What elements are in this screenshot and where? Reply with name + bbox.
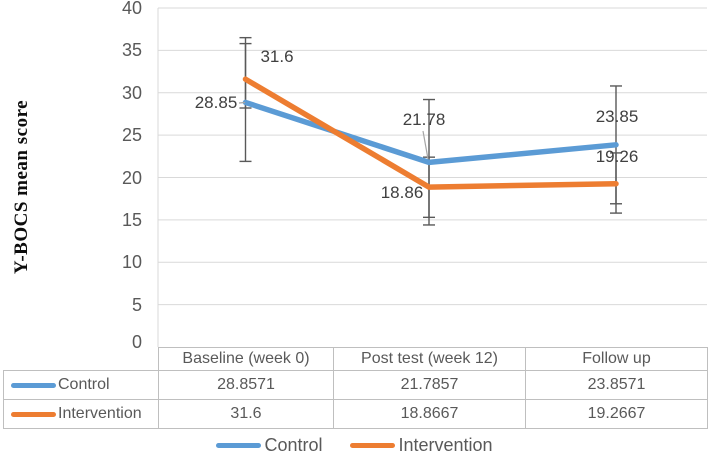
table-row-label: Intervention xyxy=(3,399,159,429)
series-line-intervention xyxy=(242,76,619,190)
y-tick-5: 5 xyxy=(131,294,142,315)
series-name: Intervention xyxy=(58,405,142,422)
data-label-intervention-1: 31.6 xyxy=(260,47,294,66)
y-tick-35: 35 xyxy=(121,40,142,61)
table-row: Intervention 31.6 18.8667 19.2667 xyxy=(3,399,708,429)
table-header-2: Follow up xyxy=(525,347,708,371)
data-table: Baseline (week 0) Post test (week 12) Foll… xyxy=(3,347,708,429)
control-series-swatch-icon xyxy=(11,382,56,388)
data-label-control-1: 28.85 xyxy=(194,93,238,112)
table-row-label: Control xyxy=(3,370,159,400)
control-legend-swatch-icon xyxy=(216,443,262,448)
y-tick-0: 0 xyxy=(131,332,142,352)
table-header-0: Baseline (week 0) xyxy=(158,347,334,371)
table-value: 18.8667 xyxy=(333,399,526,429)
legend-item-control: Control xyxy=(216,435,322,456)
data-label-control-2: 21.78 xyxy=(402,110,446,129)
data-label-control-3: 23.85 xyxy=(595,107,639,126)
legend-label: Intervention xyxy=(398,435,493,455)
y-tick-15: 15 xyxy=(121,209,142,230)
label-leader-line xyxy=(422,130,429,160)
series-line-control xyxy=(242,99,619,166)
legend-item-intervention: Intervention xyxy=(350,435,493,456)
table-value: 23.8571 xyxy=(525,370,708,400)
table-value: 19.2667 xyxy=(525,399,708,429)
table-row: Control 28.8571 21.7857 23.8571 xyxy=(3,370,708,400)
table-header-1: Post test (week 12) xyxy=(333,347,526,371)
table-value: 28.8571 xyxy=(158,370,334,400)
legend-label: Control xyxy=(264,435,323,455)
y-tick-10: 10 xyxy=(121,252,142,273)
intervention-legend-swatch-icon xyxy=(350,443,396,448)
y-tick-40: 40 xyxy=(121,0,142,18)
y-tick-20: 20 xyxy=(121,167,142,188)
intervention-series-swatch-icon xyxy=(11,411,56,417)
table-corner-cell xyxy=(4,348,159,371)
y-tick-25: 25 xyxy=(121,125,142,146)
y-tick-30: 30 xyxy=(121,82,142,103)
series-name: Control xyxy=(58,376,110,393)
label-leader-line xyxy=(238,101,246,104)
line-chart xyxy=(157,7,707,347)
legend: Control Intervention xyxy=(0,435,709,456)
data-label-intervention-3: 19.26 xyxy=(595,147,639,166)
table-value: 21.7857 xyxy=(333,370,526,400)
table-value: 31.6 xyxy=(158,399,334,429)
data-label-intervention-2: 18.86 xyxy=(380,183,424,202)
